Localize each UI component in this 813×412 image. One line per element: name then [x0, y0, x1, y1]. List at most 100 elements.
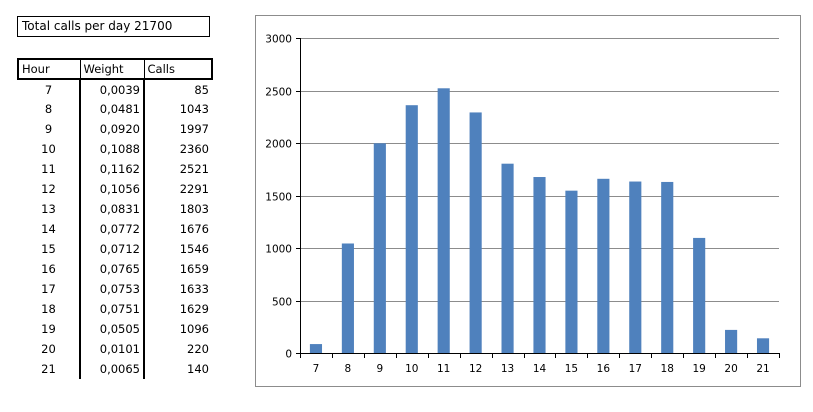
cell-hour: 8	[44, 102, 53, 116]
x-tick-label: 14	[533, 363, 547, 375]
bar	[533, 177, 546, 353]
bar	[405, 105, 418, 353]
cell-hour: 15	[41, 242, 56, 256]
y-tick-label: 1500	[265, 192, 292, 204]
cell-weight: 0,0751	[79, 299, 144, 319]
table-row: 21 0,0065 140	[18, 359, 212, 379]
cell-calls: 1997	[143, 119, 212, 139]
cell-hour: 16	[41, 262, 56, 276]
table-row: 7 0,0039 85	[18, 79, 212, 99]
cell-calls: 2521	[143, 159, 212, 179]
table-row: 18 0,0751 1629	[18, 299, 212, 319]
table-row: 16 0,0765 1659	[18, 259, 212, 279]
table-row: 9 0,0920 1997	[18, 119, 212, 139]
x-tick-label: 12	[469, 363, 482, 375]
cell-hour: 7	[44, 82, 53, 97]
header-weight: Weight	[79, 58, 144, 80]
cell-weight: 0,1088	[79, 139, 144, 159]
table-row: 19 0,0505 1096	[18, 319, 212, 339]
cell-calls: 1676	[143, 219, 212, 239]
cell-weight: 0,0920	[79, 119, 144, 139]
bar	[469, 112, 482, 353]
cell-hour: 13	[41, 202, 56, 216]
cell-weight: 0,0712	[79, 239, 144, 259]
bar	[693, 237, 706, 353]
cell-calls: 2291	[143, 179, 212, 199]
cell-calls: 220	[143, 339, 212, 359]
cell-weight: 0,1056	[79, 179, 144, 199]
table-row: 11 0,1162 2521	[18, 159, 212, 179]
cell-hour: 9	[44, 122, 53, 136]
x-tick-label: 15	[565, 363, 578, 375]
total-calls-label: Total calls per day 21700	[17, 16, 210, 37]
cell-weight: 0,0101	[79, 339, 144, 359]
cell-calls: 1659	[143, 259, 212, 279]
cell-calls: 2360	[143, 139, 212, 159]
x-tick-label: 7	[313, 363, 320, 375]
bar	[341, 243, 354, 353]
bar	[629, 181, 642, 353]
cell-calls: 1629	[143, 299, 212, 319]
x-tick-label: 8	[345, 363, 352, 375]
x-tick-label: 16	[597, 363, 611, 375]
x-tick-label: 18	[661, 363, 674, 375]
cell-hour: 14	[41, 222, 56, 236]
cell-weight: 0,0481	[79, 99, 144, 119]
cell-hour: 18	[41, 302, 56, 316]
cell-hour: 12	[41, 182, 56, 196]
cell-weight: 0,0753	[79, 279, 144, 299]
cell-hour: 11	[41, 162, 56, 176]
cell-weight: 0,0765	[79, 259, 144, 279]
table-row: 20 0,0101 220	[18, 339, 212, 359]
cell-weight: 0,0065	[79, 359, 144, 379]
bar	[565, 190, 578, 353]
table-row: 12 0,1056 2291	[18, 179, 212, 199]
y-tick-label: 1000	[265, 244, 292, 256]
cell-hour: 19	[41, 322, 56, 336]
bar	[597, 178, 610, 353]
cell-calls: 1043	[143, 99, 212, 119]
x-tick-label: 17	[629, 363, 642, 375]
cell-weight: 0,0039	[79, 79, 144, 99]
bar	[725, 329, 738, 353]
calls-bar-chart: 0 500 1000 1500 2000 2500 3000 7 8 9 10 11 12 13 14 15 1…	[265, 34, 780, 375]
bar	[661, 181, 674, 353]
table-row: 8 0,0481 1043	[18, 99, 212, 119]
header-calls: Calls	[143, 58, 213, 80]
table-header-row: Hour Weight Calls	[17, 58, 213, 80]
table-row: 10 0,1088 2360	[18, 139, 212, 159]
cell-calls: 85	[143, 79, 212, 99]
cell-calls: 1096	[143, 319, 212, 339]
bar	[437, 88, 450, 353]
cell-calls: 1633	[143, 279, 212, 299]
cell-calls: 1803	[143, 199, 212, 219]
bar	[501, 163, 514, 353]
bar	[309, 344, 323, 353]
x-tick-label: 20	[724, 363, 737, 375]
cell-hour: 10	[41, 142, 56, 156]
cell-hour: 21	[41, 362, 56, 376]
table-row: 17 0,0753 1633	[18, 279, 212, 299]
bar	[373, 143, 386, 353]
chart-container: 0 500 1000 1500 2000 2500 3000 7 8 9 10 11 12 13 14 15 1…	[255, 15, 801, 387]
table-row: 15 0,0712 1546	[18, 239, 212, 259]
x-tick-label: 19	[692, 363, 705, 375]
y-tick-label: 0	[285, 349, 292, 361]
y-tick-label: 2000	[265, 139, 292, 151]
table-row: 13 0,0831 1803	[18, 199, 212, 219]
x-tick-label: 11	[437, 363, 450, 375]
cell-weight: 0,1162	[79, 159, 144, 179]
calls-table: Hour Weight Calls 7 0,0039 85 8 0,0481 1043 9 0…	[17, 58, 213, 379]
cell-weight: 0,0831	[79, 199, 144, 219]
x-tick-label: 10	[405, 363, 418, 375]
table-body: 7 0,0039 85 8 0,0481 1043 9 0,0920 1997 10 0,1088 2…	[18, 79, 212, 379]
x-tick-label: 13	[501, 363, 514, 375]
header-hour: Hour	[17, 58, 80, 80]
cell-weight: 0,0505	[79, 319, 144, 339]
cell-hour: 17	[41, 282, 56, 296]
cell-weight: 0,0772	[79, 219, 144, 239]
y-tick-label: 500	[272, 297, 292, 309]
bar	[756, 338, 770, 353]
y-tick-label: 3000	[265, 34, 292, 46]
y-tick-label: 2500	[265, 87, 292, 99]
